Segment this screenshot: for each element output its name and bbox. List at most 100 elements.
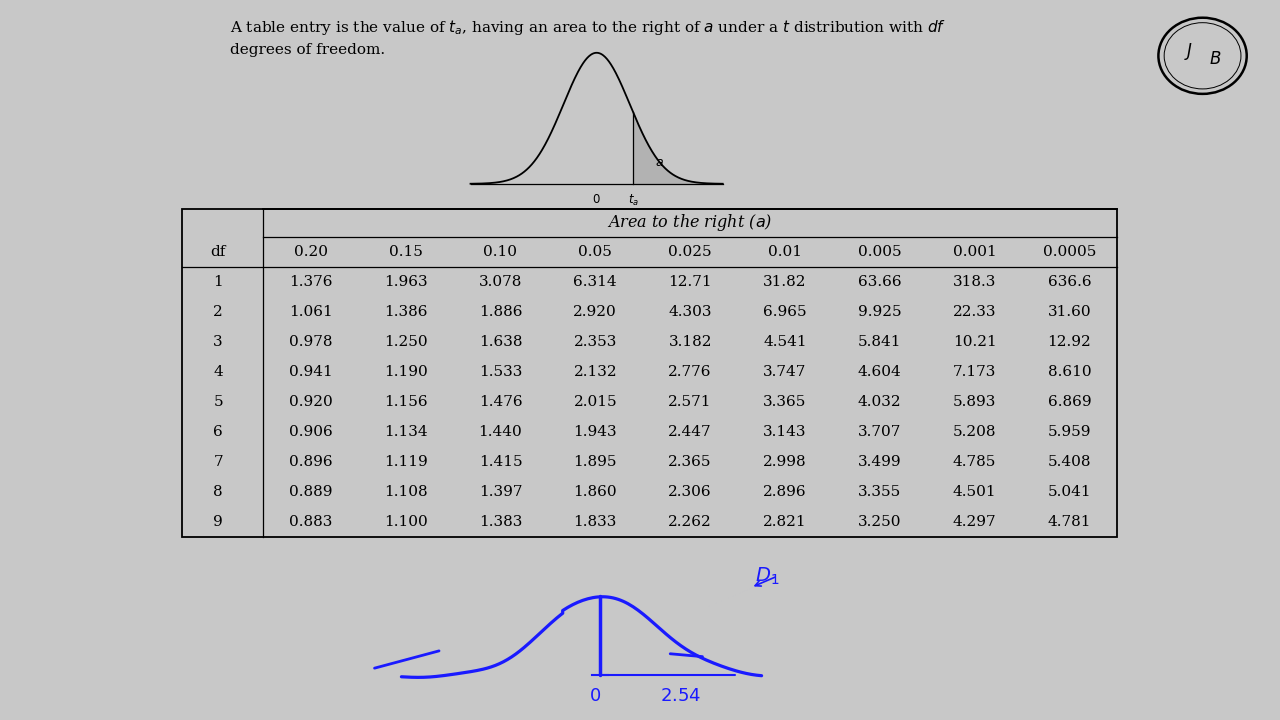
Text: 0.01: 0.01 [768,245,803,259]
Text: 4.604: 4.604 [858,365,901,379]
Text: 1.533: 1.533 [479,365,522,379]
Text: 4.785: 4.785 [952,455,996,469]
Text: 3.143: 3.143 [763,425,806,439]
Text: 1: 1 [214,275,223,289]
Text: 1.833: 1.833 [573,515,617,528]
Text: 2.920: 2.920 [573,305,617,319]
Text: 1.156: 1.156 [384,395,428,409]
Text: 3.250: 3.250 [858,515,901,528]
Text: 0.889: 0.889 [289,485,333,499]
Text: 7.173: 7.173 [952,365,996,379]
Text: 1.108: 1.108 [384,485,428,499]
Text: 5.893: 5.893 [952,395,996,409]
Text: 3.499: 3.499 [858,455,901,469]
Text: 7: 7 [214,455,223,469]
Text: $2.54$: $2.54$ [660,687,701,705]
Text: 6.314: 6.314 [573,275,617,289]
Text: 5.041: 5.041 [1047,485,1092,499]
Text: 4.501: 4.501 [952,485,996,499]
Text: 31.60: 31.60 [1047,305,1092,319]
Text: 4.541: 4.541 [763,335,806,349]
Text: df: df [210,245,225,259]
Text: 1.886: 1.886 [479,305,522,319]
Text: 318.3: 318.3 [952,275,996,289]
Text: 2.015: 2.015 [573,395,617,409]
Text: 1.638: 1.638 [479,335,522,349]
Text: 2.353: 2.353 [573,335,617,349]
Text: 3: 3 [214,335,223,349]
Text: 5.841: 5.841 [858,335,901,349]
Text: $t_a$: $t_a$ [627,193,639,208]
Text: 0.005: 0.005 [858,245,901,259]
Text: 3.355: 3.355 [858,485,901,499]
Text: 9.925: 9.925 [858,305,901,319]
Text: 0.025: 0.025 [668,245,712,259]
Text: 0.0005: 0.0005 [1043,245,1096,259]
Text: 4: 4 [214,365,223,379]
Text: 6.869: 6.869 [1047,395,1092,409]
Text: 0.15: 0.15 [389,245,422,259]
Text: $0$: $0$ [593,193,600,206]
Text: 5: 5 [214,395,223,409]
Text: 2.821: 2.821 [763,515,806,528]
Text: 3.078: 3.078 [479,275,522,289]
Text: $\mathit{B}$: $\mathit{B}$ [1208,51,1221,68]
Text: 3.707: 3.707 [858,425,901,439]
Text: 10.21: 10.21 [952,335,997,349]
Text: A table entry is the value of $t_a$, having an area to the right of $a$ under a : A table entry is the value of $t_a$, hav… [230,18,947,37]
Text: 0.896: 0.896 [289,455,333,469]
Text: 5.208: 5.208 [952,425,996,439]
Text: 3.365: 3.365 [763,395,806,409]
Text: 22.33: 22.33 [952,305,996,319]
Text: 1.134: 1.134 [384,425,428,439]
Text: 1.943: 1.943 [573,425,617,439]
Text: 12.92: 12.92 [1047,335,1092,349]
Text: degrees of freedom.: degrees of freedom. [230,43,385,57]
Text: 31.82: 31.82 [763,275,806,289]
Text: $\mathit{J}$: $\mathit{J}$ [1184,41,1193,62]
Text: 0.001: 0.001 [952,245,997,259]
Text: $D_1$: $D_1$ [755,565,780,587]
Text: 12.71: 12.71 [668,275,712,289]
Text: 3.747: 3.747 [763,365,806,379]
Text: 4.781: 4.781 [1048,515,1091,528]
Text: 6: 6 [214,425,223,439]
Text: Area to the right ($a$): Area to the right ($a$) [608,212,773,233]
Text: 1.376: 1.376 [289,275,333,289]
Text: 8.610: 8.610 [1047,365,1092,379]
Text: 0.10: 0.10 [484,245,517,259]
Text: 0.920: 0.920 [289,395,333,409]
Text: 1.061: 1.061 [289,305,333,319]
Text: 1.386: 1.386 [384,305,428,319]
Text: 4.032: 4.032 [858,395,901,409]
Text: 2.776: 2.776 [668,365,712,379]
Text: 2: 2 [214,305,223,319]
Text: 0.05: 0.05 [579,245,612,259]
Text: 0.906: 0.906 [289,425,333,439]
Text: 1.250: 1.250 [384,335,428,349]
Text: 1.963: 1.963 [384,275,428,289]
Text: 3.182: 3.182 [668,335,712,349]
Text: 1.190: 1.190 [384,365,428,379]
Text: 1.100: 1.100 [384,515,428,528]
Text: 2.132: 2.132 [573,365,617,379]
Text: 0.941: 0.941 [289,365,333,379]
Text: 1.895: 1.895 [573,455,617,469]
Text: 2.306: 2.306 [668,485,712,499]
Text: $0$: $0$ [589,687,602,705]
Text: 2.365: 2.365 [668,455,712,469]
Text: 0.20: 0.20 [294,245,328,259]
Text: 1.440: 1.440 [479,425,522,439]
Text: 2.262: 2.262 [668,515,712,528]
Text: 2.998: 2.998 [763,455,806,469]
Text: 2.447: 2.447 [668,425,712,439]
Text: 5.959: 5.959 [1048,425,1091,439]
Text: 0.883: 0.883 [289,515,333,528]
Text: 9: 9 [214,515,223,528]
Text: 8: 8 [214,485,223,499]
Text: 5.408: 5.408 [1048,455,1091,469]
Text: 2.571: 2.571 [668,395,712,409]
Text: 1.860: 1.860 [573,485,617,499]
Text: 63.66: 63.66 [858,275,901,289]
Text: 2.896: 2.896 [763,485,806,499]
